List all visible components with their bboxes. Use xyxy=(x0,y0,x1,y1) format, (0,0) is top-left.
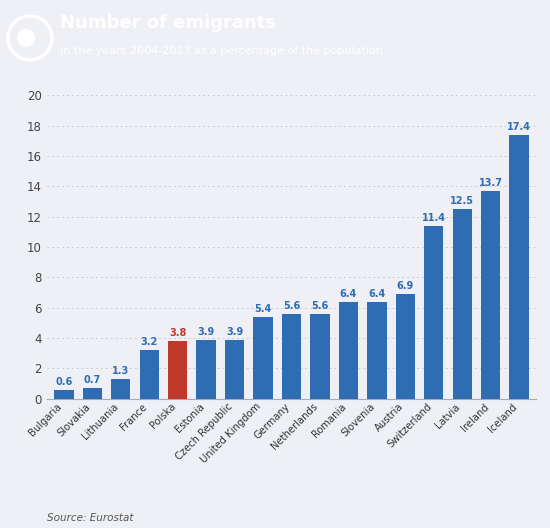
Text: 6.4: 6.4 xyxy=(368,289,386,299)
Bar xyxy=(140,350,159,399)
Bar xyxy=(367,301,387,399)
Bar xyxy=(310,314,329,399)
Bar xyxy=(225,340,244,399)
Text: 13.7: 13.7 xyxy=(478,178,503,188)
Text: 3.9: 3.9 xyxy=(226,327,243,337)
Text: In the years 2004-2013 as a percentage of the population: In the years 2004-2013 as a percentage o… xyxy=(60,46,383,56)
Text: 1.3: 1.3 xyxy=(112,366,129,376)
Text: 6.4: 6.4 xyxy=(340,289,357,299)
Text: 5.6: 5.6 xyxy=(311,301,328,311)
Text: 6.9: 6.9 xyxy=(397,281,414,291)
Bar xyxy=(339,301,358,399)
Text: 3.8: 3.8 xyxy=(169,328,186,338)
Text: 5.4: 5.4 xyxy=(255,304,272,314)
Text: 11.4: 11.4 xyxy=(422,213,446,223)
Bar xyxy=(509,135,529,399)
Bar xyxy=(111,379,130,399)
Text: Number of emigrants: Number of emigrants xyxy=(60,14,276,32)
Bar xyxy=(481,191,500,399)
Text: Source: Eurostat: Source: Eurostat xyxy=(47,513,133,523)
Text: 0.6: 0.6 xyxy=(55,377,73,387)
Bar xyxy=(282,314,301,399)
Bar xyxy=(453,209,472,399)
Circle shape xyxy=(18,30,34,46)
Bar xyxy=(424,226,443,399)
Bar xyxy=(82,388,102,399)
Text: 17.4: 17.4 xyxy=(507,122,531,132)
Text: 5.6: 5.6 xyxy=(283,301,300,311)
Text: 3.9: 3.9 xyxy=(197,327,214,337)
Bar xyxy=(196,340,216,399)
Bar xyxy=(254,317,273,399)
Text: 12.5: 12.5 xyxy=(450,196,474,206)
Bar xyxy=(168,341,188,399)
Bar xyxy=(54,390,74,399)
Text: 0.7: 0.7 xyxy=(84,375,101,385)
Bar xyxy=(395,294,415,399)
Text: 3.2: 3.2 xyxy=(141,337,158,347)
